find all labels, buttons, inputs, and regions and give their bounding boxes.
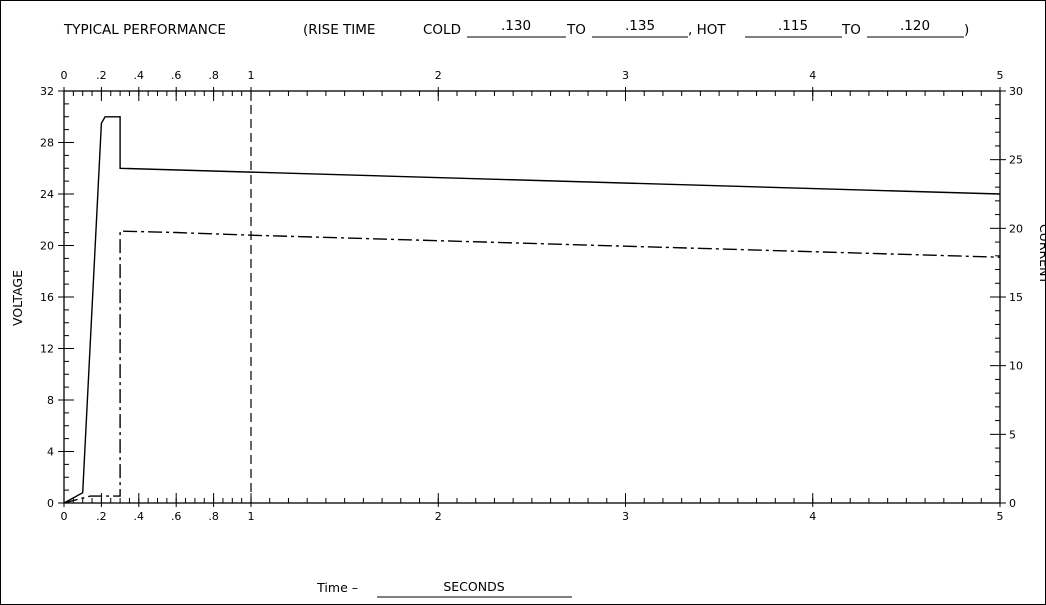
y-axis-label: VOLTAGE xyxy=(10,270,25,326)
cold-from-value: .130 xyxy=(501,18,531,34)
hot-to-value: .120 xyxy=(900,18,930,34)
hot-from-value: .115 xyxy=(778,18,808,34)
x-tick-label-bottom: 4 xyxy=(809,510,816,523)
voltage-series-line xyxy=(63,116,1001,504)
data-series xyxy=(63,91,1001,504)
y-tick-label: 24 xyxy=(40,188,54,201)
cold-label: COLD xyxy=(423,22,461,38)
x-tick-label-top: .4 xyxy=(134,69,145,82)
y2-tick-label: 10 xyxy=(1009,360,1023,373)
x-tick-label-top: 3 xyxy=(622,69,629,82)
x-tick-label-bottom: .6 xyxy=(171,510,182,523)
x-tick-label-top: 0 xyxy=(61,69,68,82)
x-axis-label: SECONDS xyxy=(443,579,504,594)
x-tick-label-top: .2 xyxy=(96,69,107,82)
plot-area xyxy=(63,90,1001,504)
x-tick-label-top: 2 xyxy=(435,69,442,82)
y-tick-label: 20 xyxy=(40,240,54,253)
x-tick-label-bottom: .4 xyxy=(134,510,145,523)
y-tick-label: 32 xyxy=(40,85,54,98)
y2-axis-label: CURRENT xyxy=(1037,224,1046,284)
x-tick-label-top: .6 xyxy=(171,69,182,82)
x-tick-label-bottom: .8 xyxy=(208,510,219,523)
to-label-cold: TO xyxy=(566,22,586,38)
close-paren: ) xyxy=(964,22,969,38)
chart-title: TYPICAL PERFORMANCE xyxy=(63,22,226,38)
x-tick-label-top: .8 xyxy=(208,69,219,82)
tick-labels: 00.2.2.4.4.6.6.8.81122334455048121620242… xyxy=(40,69,1023,523)
x-tick-label-bottom: 2 xyxy=(435,510,442,523)
to-label-hot: TO xyxy=(841,22,861,38)
y-tick-label: 28 xyxy=(40,137,54,150)
y-tick-label: 12 xyxy=(40,343,54,356)
x-tick-label-bottom: 5 xyxy=(997,510,1004,523)
x-tick-label-top: 5 xyxy=(997,69,1004,82)
x-tick-label-top: 1 xyxy=(248,69,255,82)
x-tick-label-bottom: .2 xyxy=(96,510,107,523)
y2-tick-label: 15 xyxy=(1009,291,1023,304)
chart-header: TYPICAL PERFORMANCE (RISE TIME COLD .130… xyxy=(63,18,969,38)
y-tick-label: 8 xyxy=(47,394,54,407)
x-tick-label-bottom: 1 xyxy=(248,510,255,523)
y-tick-label: 16 xyxy=(40,291,54,304)
x-axis-label-prefix: Time – xyxy=(316,580,358,595)
y2-tick-label: 5 xyxy=(1009,428,1016,441)
y2-tick-label: 30 xyxy=(1009,85,1023,98)
y2-tick-label: 0 xyxy=(1009,497,1016,510)
x-tick-label-bottom: 3 xyxy=(622,510,629,523)
y-tick-label: 0 xyxy=(47,497,54,510)
y2-tick-label: 25 xyxy=(1009,154,1023,167)
y2-tick-label: 20 xyxy=(1009,222,1023,235)
y-tick-label: 4 xyxy=(47,446,54,459)
hot-label: , HOT xyxy=(688,22,726,38)
cold-to-value: .135 xyxy=(625,18,655,34)
current-series-line xyxy=(63,230,1001,504)
x-tick-label-top: 4 xyxy=(809,69,816,82)
rise-time-prefix: (RISE TIME xyxy=(303,22,375,38)
axis-ticks xyxy=(58,87,1006,507)
x-tick-label-bottom: 0 xyxy=(61,510,68,523)
